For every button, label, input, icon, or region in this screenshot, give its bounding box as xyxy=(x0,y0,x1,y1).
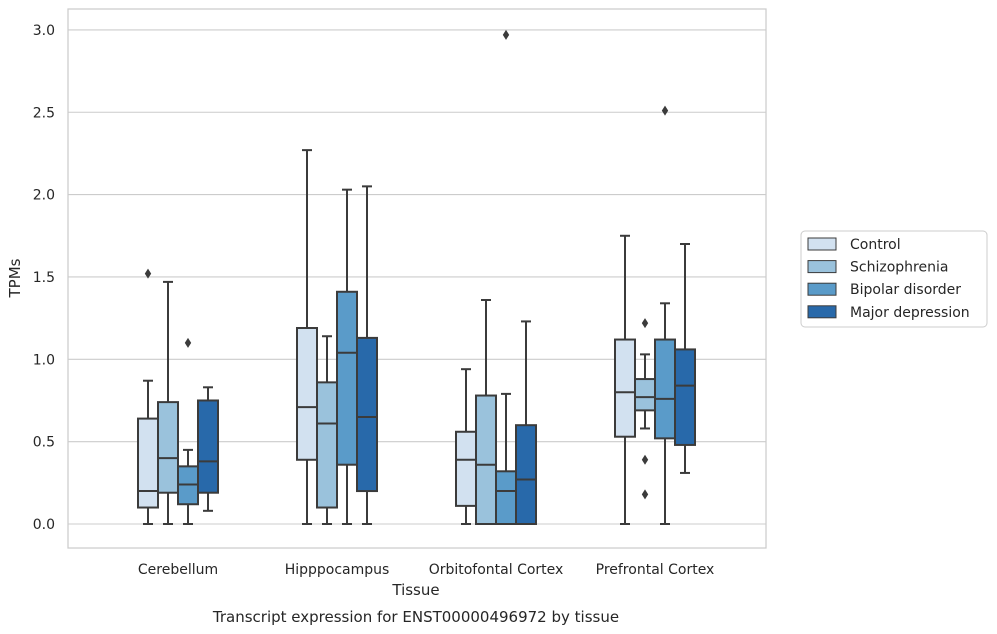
box-control xyxy=(614,234,636,525)
box-body xyxy=(674,348,696,446)
box-body xyxy=(475,394,497,525)
box-body xyxy=(356,336,378,493)
legend-label: Bipolar disorder xyxy=(850,282,961,298)
box-major-depression xyxy=(674,243,696,474)
legend-frame xyxy=(800,230,988,328)
box-body xyxy=(197,399,219,494)
legend-label: Major depression xyxy=(850,305,970,321)
outlier-point xyxy=(502,29,510,40)
outlier-point xyxy=(144,268,152,279)
box-body xyxy=(157,401,179,494)
y-tick-label: 0.0 xyxy=(33,517,55,533)
plot-frame xyxy=(67,8,767,549)
y-tick-label: 1.5 xyxy=(33,270,55,286)
x-tick-label: Cerebellum xyxy=(138,562,218,578)
y-tick-label: 1.0 xyxy=(33,352,55,368)
box-bipolar-disorder xyxy=(177,337,199,525)
x-axis-ticks: Cerebellum Hipppocampus Orbitofontal Corte… xyxy=(138,562,714,578)
box-body xyxy=(137,417,159,509)
box-schizophrenia xyxy=(157,280,179,525)
outlier-point xyxy=(184,337,192,348)
box-major-depression xyxy=(515,320,537,525)
legend-label: Control xyxy=(850,237,901,253)
outlier-point xyxy=(641,489,649,500)
box-body xyxy=(316,381,338,509)
box-bipolar-disorder xyxy=(336,188,358,525)
y-tick-label: 3.0 xyxy=(33,23,55,39)
box-body xyxy=(634,378,656,412)
box-schizophrenia xyxy=(475,299,497,525)
box-body xyxy=(495,470,517,525)
y-axis-ticks: 0.0 0.5 1.0 1.5 2.0 2.5 3.0 xyxy=(33,23,55,533)
legend-swatch xyxy=(807,260,837,274)
box-body xyxy=(336,290,358,466)
outlier-point xyxy=(661,105,669,116)
box-body xyxy=(455,430,477,507)
x-axis-label: Tissue xyxy=(391,581,439,599)
box-plot-series xyxy=(137,29,696,525)
box-body xyxy=(654,338,676,440)
outlier-point xyxy=(641,318,649,329)
legend-swatch xyxy=(807,305,837,319)
box-bipolar-disorder xyxy=(654,105,676,525)
box-major-depression xyxy=(197,386,219,512)
box-major-depression xyxy=(356,185,378,525)
chart-caption: Transcript expression for ENST0000049697… xyxy=(212,608,619,626)
box-schizophrenia xyxy=(316,335,338,525)
box-body xyxy=(515,424,537,525)
box-control xyxy=(455,368,477,525)
box-schizophrenia xyxy=(634,318,656,500)
y-tick-label: 2.5 xyxy=(33,105,55,121)
grid-lines xyxy=(68,29,766,525)
y-tick-label: 0.5 xyxy=(33,435,55,451)
x-tick-label: Hipppocampus xyxy=(285,562,390,578)
legend-swatch xyxy=(807,237,837,251)
box-body xyxy=(614,338,636,438)
box-control xyxy=(296,149,318,525)
y-tick-label: 2.0 xyxy=(33,188,55,204)
legend-label: Schizophrenia xyxy=(850,260,948,276)
x-tick-label: Orbitofontal Cortex xyxy=(429,562,564,578)
outlier-point xyxy=(641,454,649,465)
x-tick-label: Prefrontal Cortex xyxy=(596,562,715,578)
box-control xyxy=(137,268,159,525)
legend: Control Schizophrenia Bipolar disorder Majo… xyxy=(800,230,988,328)
y-axis-label: TPMs xyxy=(6,258,24,298)
box-bipolar-disorder xyxy=(495,29,517,525)
box-body xyxy=(296,327,318,461)
legend-swatch xyxy=(807,282,837,296)
